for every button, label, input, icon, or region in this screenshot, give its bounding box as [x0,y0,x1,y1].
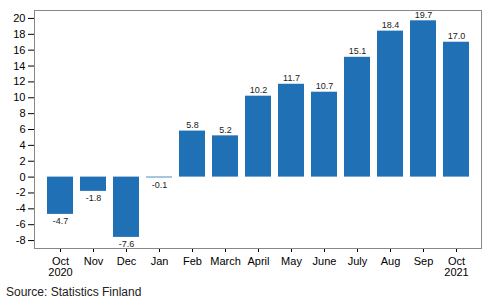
svg-text:11.7: 11.7 [283,73,300,83]
svg-text:July: July [348,255,368,267]
svg-text:2: 2 [19,155,25,167]
svg-text:10: 10 [13,91,25,103]
svg-text:-6: -6 [16,218,26,230]
svg-text:18.4: 18.4 [382,20,400,30]
svg-text:-4.7: -4.7 [53,216,69,226]
svg-text:5.8: 5.8 [186,120,199,130]
svg-text:Dec: Dec [117,255,137,267]
svg-text:5.2: 5.2 [219,125,232,135]
svg-text:0: 0 [19,171,25,183]
svg-text:Sep: Sep [414,255,434,267]
svg-text:-0.1: -0.1 [152,180,168,190]
svg-text:Aug: Aug [381,255,401,267]
svg-text:18: 18 [13,28,25,40]
svg-text:-4: -4 [16,202,26,214]
svg-text:April: April [247,255,269,267]
svg-text:Jan: Jan [151,255,169,267]
svg-text:8: 8 [19,107,25,119]
html-text:Source: Statistics Finland: Source: Statistics Finland [6,285,142,299]
svg-text:15.1: 15.1 [349,46,367,56]
svg-text:4: 4 [19,139,25,151]
svg-text:14: 14 [13,60,25,72]
svg-text:-1.8: -1.8 [86,193,102,203]
svg-text:20: 20 [13,12,25,24]
svg-text:19.7: 19.7 [415,10,433,20]
svg-text:16: 16 [13,44,25,56]
svg-text:March: March [210,255,241,267]
svg-text:Feb: Feb [183,255,202,267]
svg-text:Oct2021: Oct2021 [444,255,468,278]
svg-text:-7.6: -7.6 [119,239,135,249]
svg-text:10.7: 10.7 [316,81,334,91]
svg-text:10.2: 10.2 [250,85,268,95]
svg-text:Nov: Nov [84,255,104,267]
svg-text:Oct2020: Oct2020 [48,255,72,278]
svg-text:-2: -2 [16,186,26,198]
svg-text:17.0: 17.0 [448,31,466,41]
svg-text:-8: -8 [16,234,26,246]
svg-text:6: 6 [19,123,25,135]
svg-text:June: June [313,255,337,267]
svg-text:12: 12 [13,75,25,87]
svg-text:May: May [281,255,302,267]
